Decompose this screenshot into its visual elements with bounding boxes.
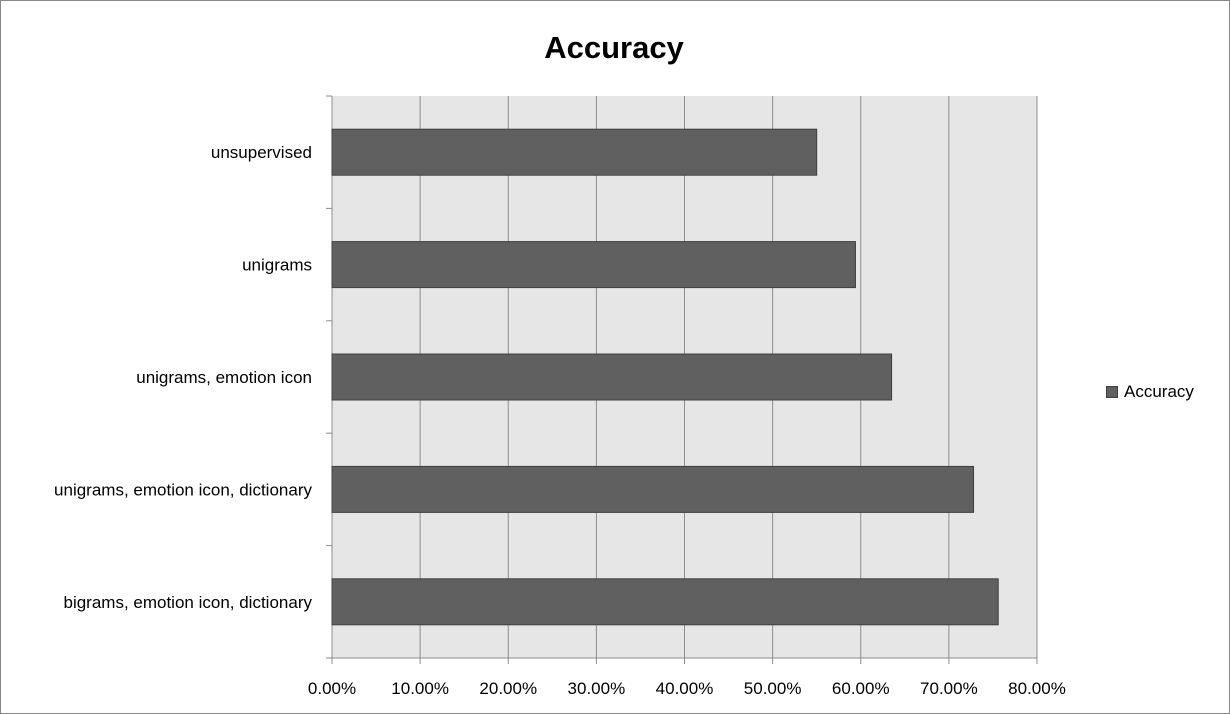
x-tick-label: 70.00% bbox=[920, 679, 978, 698]
x-tick-label: 0.00% bbox=[308, 679, 356, 698]
legend-label: Accuracy bbox=[1124, 382, 1194, 401]
x-tick-label: 50.00% bbox=[744, 679, 802, 698]
bar bbox=[331, 241, 856, 289]
x-tick-label: 10.00% bbox=[391, 679, 449, 698]
x-tick-label: 60.00% bbox=[832, 679, 890, 698]
bar bbox=[331, 128, 818, 176]
category-label: unigrams, emotion icon, dictionary bbox=[54, 480, 312, 499]
x-tick-label: 30.00% bbox=[568, 679, 626, 698]
legend-swatch bbox=[1106, 386, 1118, 398]
x-tick-label: 20.00% bbox=[479, 679, 537, 698]
category-label: unigrams bbox=[242, 256, 312, 275]
category-label: bigrams, emotion icon, dictionary bbox=[63, 593, 312, 612]
bar bbox=[331, 353, 893, 401]
bar bbox=[331, 578, 999, 626]
x-tick-label: 40.00% bbox=[656, 679, 714, 698]
category-label: unsupervised bbox=[211, 143, 312, 162]
category-label: unigrams, emotion icon bbox=[136, 368, 312, 387]
bar bbox=[331, 465, 975, 513]
x-tick-label: 80.00% bbox=[1008, 679, 1066, 698]
legend: Accuracy bbox=[1106, 382, 1194, 402]
chart-title: Accuracy bbox=[544, 30, 684, 65]
